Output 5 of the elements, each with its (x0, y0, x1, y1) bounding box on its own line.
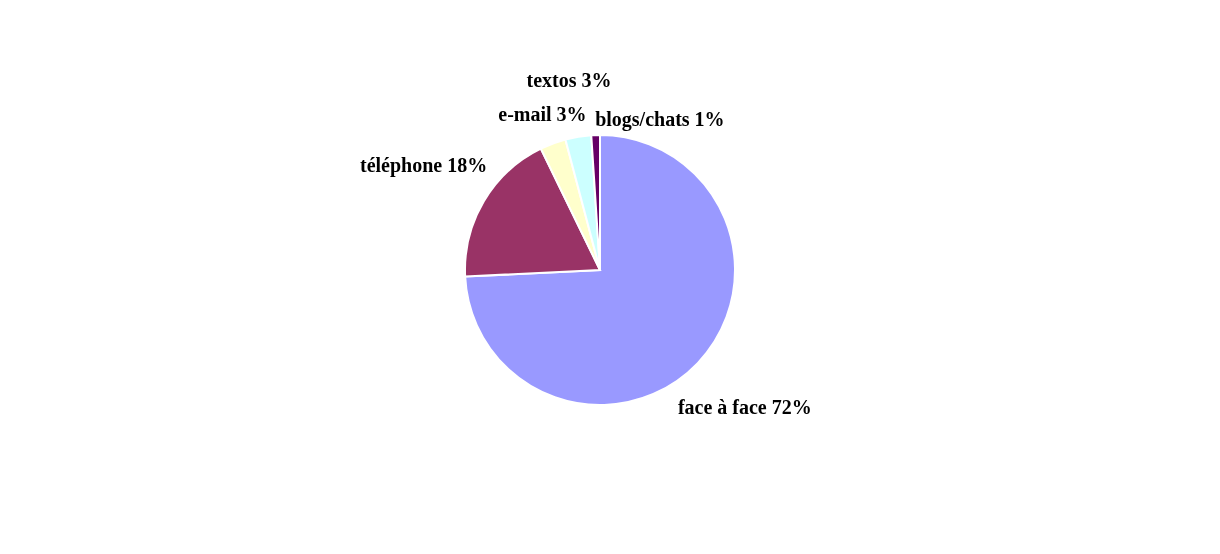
slice-label: face à face 72% (677, 395, 812, 418)
slice-label: téléphone 18% (359, 153, 488, 177)
slice-label: blogs/chats 1% (595, 108, 725, 132)
slice-label: textos 3% (526, 68, 612, 91)
slice-label: e-mail 3% (498, 103, 587, 126)
